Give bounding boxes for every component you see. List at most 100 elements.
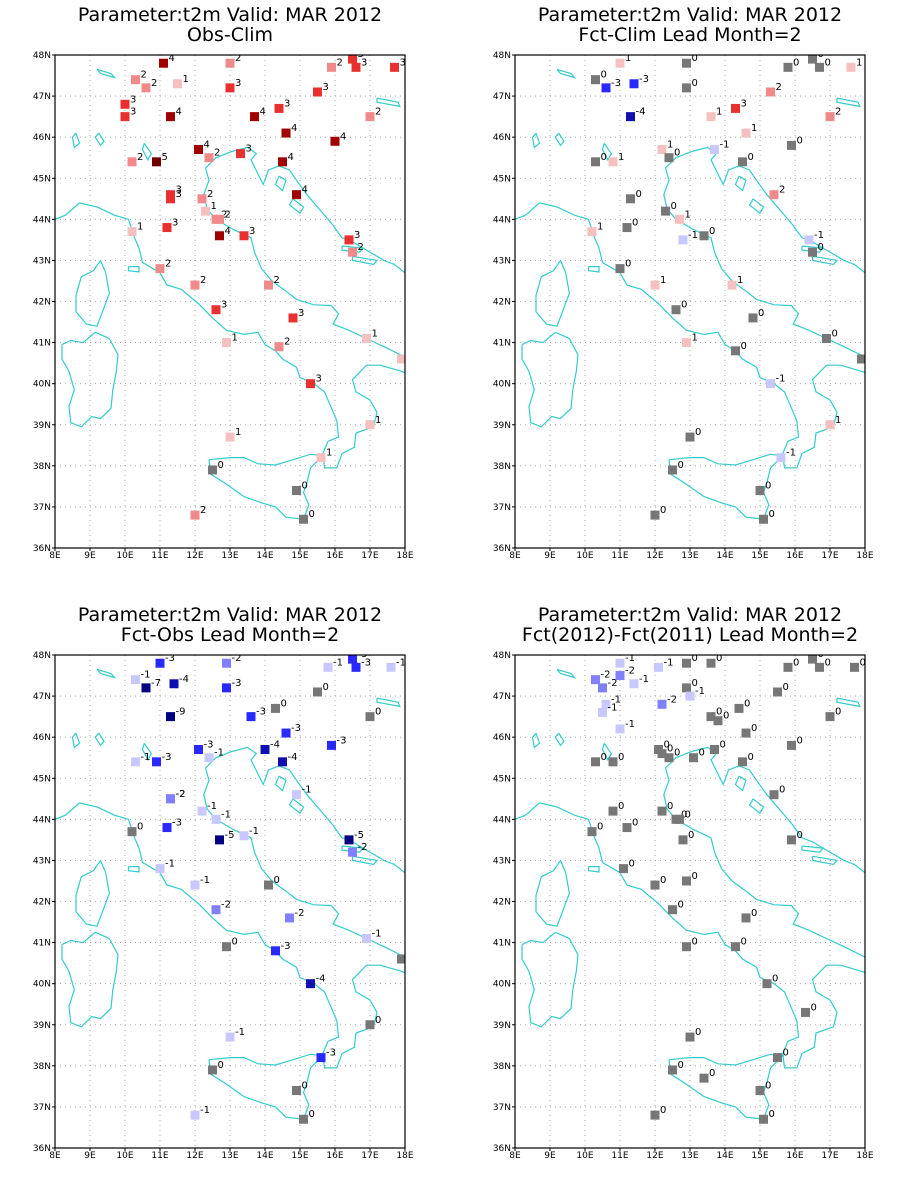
station-marker — [615, 671, 625, 681]
station-value-label: -3 — [162, 752, 172, 763]
station-value-label: -1 — [608, 703, 618, 714]
station-marker — [762, 979, 772, 989]
station-marker — [397, 354, 405, 364]
station-marker — [657, 699, 667, 709]
station-value-label: -3 — [611, 78, 621, 89]
station-marker — [615, 658, 625, 668]
station-marker — [194, 144, 203, 154]
station-value-label: 2 — [165, 259, 171, 270]
station-marker — [211, 814, 221, 824]
station-marker — [365, 112, 375, 122]
station-marker — [201, 206, 210, 216]
station-value-label: -3 — [165, 653, 175, 664]
latitude-tick-label: 47N — [33, 92, 51, 102]
station-value-label: -3 — [232, 678, 242, 689]
station-marker — [285, 913, 294, 923]
coastline — [351, 855, 379, 866]
station-marker — [323, 662, 333, 672]
station-value-label: 1 — [835, 415, 841, 426]
station-marker — [173, 79, 182, 89]
station-value-label: 4 — [288, 152, 294, 163]
station-value-label: 3 — [358, 49, 364, 60]
longitude-tick-label: 13E — [221, 551, 238, 561]
station-value-label: 2 — [151, 78, 157, 89]
station-marker — [120, 99, 130, 109]
station-marker — [397, 954, 405, 964]
panel-title: Parameter:t2m Valid: MAR 2012 — [78, 4, 382, 26]
station-value-label: 2 — [200, 275, 206, 286]
station-marker — [194, 744, 203, 754]
station-value-label: 0 — [741, 341, 747, 352]
station-marker — [668, 905, 677, 915]
station-value-label: 0 — [309, 509, 315, 520]
station-value-label: 0 — [664, 739, 670, 750]
longitude-tick-label: 9E — [84, 1151, 96, 1161]
latitude-tick-label: 41N — [33, 339, 51, 349]
station-marker — [591, 157, 600, 167]
station-value-label: 3 — [221, 300, 227, 311]
latitude-tick-label: 38N — [33, 462, 51, 472]
station-marker — [127, 157, 137, 167]
latitude-tick-label: 46N — [493, 133, 511, 143]
station-value-label: 3 — [176, 185, 182, 196]
station-marker — [825, 420, 835, 430]
station-marker — [141, 683, 151, 693]
station-marker — [316, 453, 326, 463]
station-marker — [822, 333, 831, 343]
station-marker — [650, 280, 660, 290]
station-value-label: 0 — [818, 49, 824, 60]
station-marker — [211, 305, 221, 315]
station-marker — [190, 510, 200, 520]
station-marker — [689, 753, 698, 763]
coastline — [96, 68, 117, 79]
station-value-label: 2 — [207, 189, 213, 200]
longitude-tick-label: 12E — [646, 551, 663, 561]
station-value-label: 3 — [316, 374, 322, 385]
station-value-label: 2 — [337, 57, 343, 68]
station-value-label: -2 — [221, 900, 231, 911]
station-marker — [225, 1032, 235, 1042]
station-marker — [783, 662, 793, 672]
station-marker — [211, 905, 221, 915]
station-value-label: 0 — [751, 723, 757, 734]
coastline — [668, 1053, 785, 1120]
station-marker — [215, 214, 224, 224]
station-value-label: -3 — [204, 739, 214, 750]
station-value-label: 0 — [765, 480, 771, 491]
latitude-tick-label: 46N — [33, 733, 51, 743]
station-value-label: 0 — [274, 875, 280, 886]
station-marker — [850, 662, 859, 672]
latitude-tick-label: 46N — [33, 133, 51, 143]
station-marker — [815, 62, 824, 72]
coastline — [203, 146, 405, 358]
station-value-label: 0 — [688, 830, 694, 841]
panel-title: Parameter:t2m Valid: MAR 2012 — [538, 4, 842, 26]
station-value-label: 0 — [867, 349, 873, 360]
latitude-tick-label: 39N — [493, 421, 511, 431]
station-marker — [846, 62, 856, 72]
station-marker — [288, 313, 298, 323]
station-marker — [365, 1020, 375, 1030]
coastline — [535, 260, 570, 327]
station-value-label: -4 — [636, 107, 646, 118]
station-marker — [615, 724, 625, 734]
station-value-label: -9 — [176, 707, 186, 718]
station-marker — [166, 794, 175, 804]
station-marker — [127, 227, 137, 237]
station-marker — [675, 814, 684, 824]
station-value-label: 0 — [601, 70, 607, 81]
latitude-tick-label: 38N — [33, 1062, 51, 1072]
latitude-tick-label: 43N — [33, 856, 51, 866]
station-marker — [166, 112, 175, 122]
station-value-label: 0 — [632, 218, 638, 229]
coastline — [748, 798, 765, 815]
station-value-label: 0 — [723, 711, 729, 722]
coastline — [288, 798, 305, 815]
station-marker — [197, 806, 207, 816]
station-value-label: 0 — [692, 53, 698, 64]
latitude-tick-label: 48N — [493, 651, 511, 661]
coastline — [208, 1053, 325, 1120]
station-value-label: 1 — [372, 328, 378, 339]
station-value-label: -2 — [601, 670, 611, 681]
